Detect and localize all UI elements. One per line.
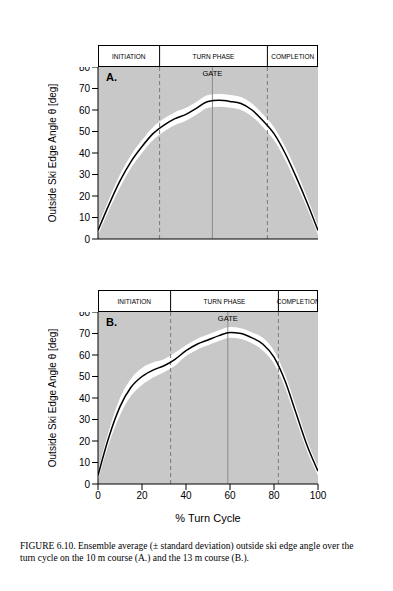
svg-text:0: 0 [95, 490, 101, 501]
svg-text:80: 80 [268, 490, 280, 501]
svg-text:40: 40 [79, 148, 91, 159]
svg-text:0: 0 [84, 479, 90, 490]
svg-text:80: 80 [79, 67, 91, 73]
svg-text:INITIATION: INITIATION [112, 53, 146, 60]
svg-text:INITIATION: INITIATION [118, 298, 152, 305]
svg-text:70: 70 [79, 328, 91, 339]
html-text:FIGURE 6.10. Ensemble average: FIGURE 6.10. Ensemble average (± standar… [20, 541, 354, 563]
svg-text:20: 20 [136, 490, 148, 501]
svg-text:10: 10 [79, 212, 91, 223]
svg-text:30: 30 [79, 414, 91, 425]
svg-text:50: 50 [79, 371, 91, 382]
svg-text:40: 40 [79, 393, 91, 404]
svg-text:70: 70 [79, 83, 91, 94]
svg-text:20: 20 [79, 436, 91, 447]
svg-text:GATE: GATE [218, 314, 238, 323]
svg-text:0: 0 [84, 234, 90, 245]
svg-text:TURN PHASE: TURN PHASE [193, 53, 236, 60]
svg-text:COMPLETION: COMPLETION [277, 298, 318, 305]
svg-text:TURN PHASE: TURN PHASE [204, 298, 247, 305]
svg-text:% Turn Cycle: % Turn Cycle [175, 512, 240, 524]
svg-text:10: 10 [79, 457, 91, 468]
svg-text:100: 100 [310, 490, 327, 501]
svg-text:COMPLETION: COMPLETION [271, 53, 314, 60]
svg-text:30: 30 [79, 169, 91, 180]
html-text:B.: B. [106, 316, 117, 328]
svg-text:40: 40 [180, 490, 192, 501]
svg-text:50: 50 [79, 126, 91, 137]
svg-text:GATE: GATE [202, 69, 222, 78]
svg-text:60: 60 [79, 105, 91, 116]
svg-text:80: 80 [79, 312, 91, 318]
svg-text:Outside Ski Edge Angle θ [deg]: Outside Ski Edge Angle θ [deg] [48, 84, 58, 223]
svg-text:Outside Ski Edge Angle θ [deg]: Outside Ski Edge Angle θ [deg] [48, 329, 58, 468]
svg-text:60: 60 [224, 490, 236, 501]
svg-text:20: 20 [79, 191, 91, 202]
svg-text:60: 60 [79, 350, 91, 361]
html-text:A.: A. [106, 71, 117, 83]
